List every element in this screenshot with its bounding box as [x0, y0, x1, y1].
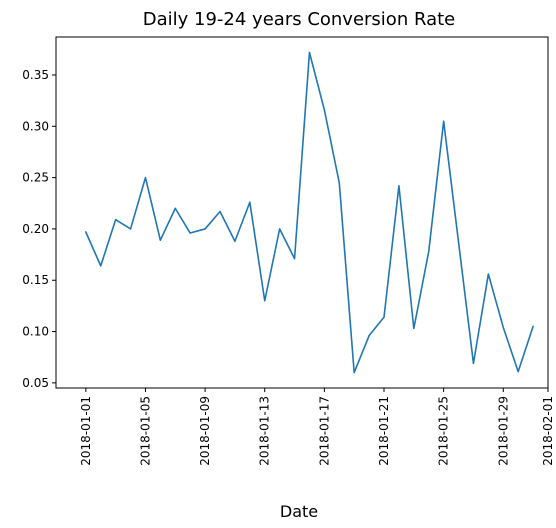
- y-tick-label: 0.25: [22, 171, 49, 185]
- x-tick-label: 2018-01-09: [198, 396, 212, 466]
- chart-title: Daily 19-24 years Conversion Rate: [143, 9, 455, 30]
- x-tick-label: 2018-01-05: [138, 396, 152, 466]
- x-tick-label: 2018-01-21: [377, 396, 391, 466]
- x-tick-label: 2018-01-17: [317, 396, 331, 466]
- y-tick-label: 0.35: [22, 68, 49, 82]
- y-tick-label: 0.30: [22, 119, 49, 133]
- x-tick-label: 2018-01-25: [437, 396, 451, 466]
- x-tick-label: 2018-02-01: [541, 396, 555, 466]
- y-tick-label: 0.15: [22, 273, 49, 287]
- x-axis-label: Date: [280, 502, 318, 521]
- series-line-0: [85, 51, 534, 374]
- y-tick-label: 0.20: [22, 222, 49, 236]
- x-tick-label: 2018-01-29: [496, 396, 510, 466]
- y-tick-label: 0.05: [22, 376, 49, 390]
- x-tick-label: 2018-01-01: [79, 396, 93, 466]
- plot-area: 0.05 0.10 0.15 0.20 0.25 0.30 0.35 2018-01-01 20…: [22, 36, 555, 466]
- axes-frame: [55, 36, 549, 389]
- y-tick-label: 0.10: [22, 325, 49, 339]
- x-tick-label: 2018-01-13: [258, 396, 272, 466]
